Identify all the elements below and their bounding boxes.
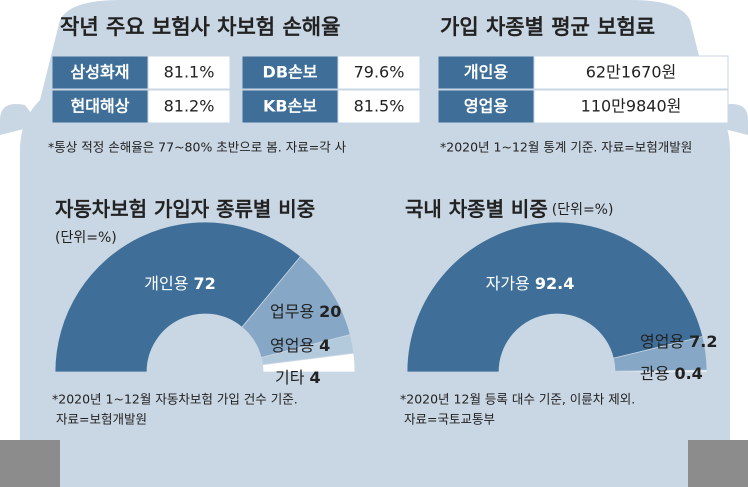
table-value: 81.1% [164,63,215,82]
table-value-cell [533,55,729,90]
value-label: 4 [319,336,330,355]
table-value: 79.6% [354,63,405,82]
chart-title-text: 국내 차종별 비중 [405,197,548,221]
table-label-cell [51,89,149,124]
section-title: 가입 차종별 평균 보험료 [440,15,655,39]
note: *2020년 1~12월 통계 기준. 자료=보험개발원 [440,140,692,155]
table-value: 110만9840원 [581,97,682,116]
donut-segment [406,221,704,373]
table-label: 영업용 [464,97,508,116]
note: *2020년 1~12월 자동차보험 가입 건수 기준. [52,392,298,407]
table-label: KB손보 [263,97,317,116]
value-label: 7.2 [689,332,717,351]
category-label: 자가용 [486,274,530,293]
table-value: 62만1670원 [586,63,677,82]
category-label: 개인용 [144,274,188,293]
table-value: 81.5% [354,97,405,116]
donut-segment [54,221,302,373]
data-label: 영업용 7.2 [640,332,718,351]
table-label-cell [437,55,535,90]
data-label: 기타 4 [275,368,321,387]
category-label: 관용 [640,364,669,383]
donut-segment [262,352,356,373]
data-label: 관용 0.4 [640,364,703,383]
value-label: 92.4 [535,274,574,293]
table-label: 개인용 [464,63,508,82]
table-value-cell [147,55,231,90]
data-label: 개인용 72 [144,274,215,293]
table-value-cell [533,89,729,124]
chart-subtitle: (단위=%) [55,230,117,246]
value-label: 20 [319,302,341,321]
chart-title-text: 자동차보험 가입자 종류별 비중 [55,197,315,221]
content: 작년 주요 보험사 차보험 손해율 가입 차종별 평균 보험료 *통상 적정 손해율… [48,15,729,427]
chart-title: 자동차보험 가입자 종류별 비중 [55,197,315,221]
value-label: 4 [309,368,320,387]
table-label: 삼성화재 [71,63,130,82]
data-label: 업무용 20 [270,302,341,321]
table-label-cell [241,55,339,90]
tire [688,440,748,487]
note: 자료=국토교통부 [404,412,495,427]
table-value-cell [337,89,421,124]
section-title: 작년 주요 보험사 차보험 손해율 [60,15,340,39]
category-label: 업무용 [270,302,314,321]
table-label-cell [241,89,339,124]
table-value: 81.2% [164,97,215,116]
tire [0,440,60,487]
note: *통상 적정 손해율은 77~80% 초반으로 봄. 자료=각 사 [48,140,347,155]
category-label: 영업용 [640,332,684,351]
note: *2020년 12월 등록 대수 기준, 이륜차 제외. [400,392,635,407]
data-label: 자가용 92.4 [486,274,575,293]
table-value-cell [147,89,231,124]
category-label: 영업용 [270,336,314,355]
data-label: 영업용 4 [270,336,330,355]
value-label: 72 [193,274,215,293]
chart-subtitle: (단위=%) [552,202,614,218]
chart-title: 국내 차종별 비중 (단위=%) [405,197,613,221]
category-label: 기타 [275,368,305,387]
donut-segment [614,369,708,373]
note: 자료=보험개발원 [56,412,147,427]
table-label: DB손보 [263,63,318,82]
table-value-cell [337,55,421,90]
table-label-cell [437,89,535,124]
table-label: 현대해상 [71,97,130,116]
value-label: 0.4 [674,364,702,383]
